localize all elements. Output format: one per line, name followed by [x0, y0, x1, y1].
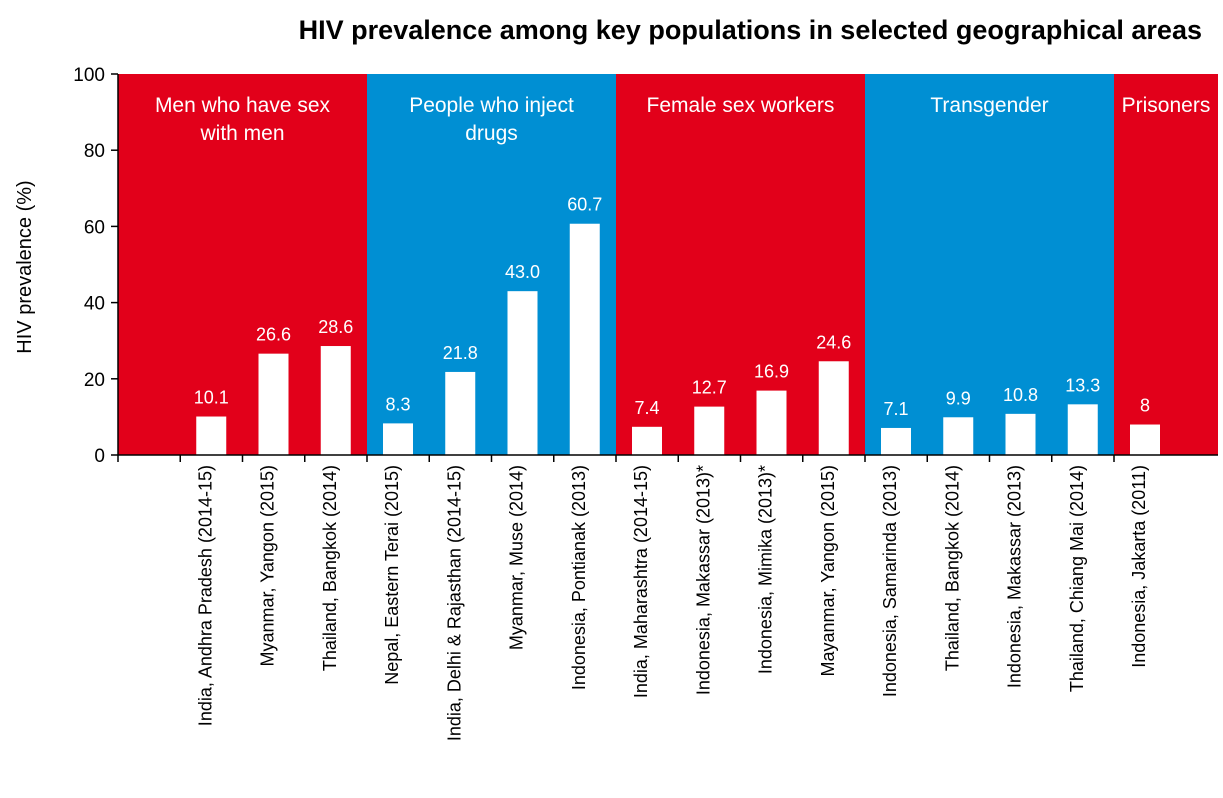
bar: [320, 346, 351, 455]
bar: [818, 361, 849, 455]
axes: 0 20 40 60 80 100 India, Andhra Pradesh (2014-…: [73, 65, 1218, 741]
y-axis-label: HIV prevalence (%): [14, 180, 36, 353]
group-label: Men who have sex: [155, 94, 331, 117]
x-tick-label: Mayanmar, Yangon (2015): [818, 465, 838, 676]
x-tick-label: Thailand, Bangkok (2014): [320, 465, 340, 671]
x-tick-label: Thailand, Chiang Mai (2014): [1067, 465, 1087, 692]
x-tick-label: Thailand, Bangkok (2014): [942, 465, 962, 671]
x-tick-label: Indonesia, Samarinda (2013): [880, 465, 900, 697]
x-tick-label: India, Andhra Pradesh (2014-15): [195, 465, 215, 726]
bar: [1005, 413, 1036, 455]
group-labels: Men who have sex with men People who injec…: [155, 94, 1210, 145]
x-tick-label: Indonesia, Mimika (2013)*: [756, 465, 776, 674]
bar: [1130, 424, 1160, 455]
value-label: 8.3: [385, 394, 410, 414]
value-label: 60.7: [567, 195, 602, 215]
y-tick-label: 80: [84, 141, 105, 162]
bar: [881, 427, 911, 455]
value-label: 7.4: [634, 398, 659, 418]
value-label: 8: [1140, 396, 1150, 416]
bar: [507, 291, 538, 455]
group-panel: [865, 74, 1114, 455]
group-panel: [1114, 74, 1218, 455]
value-label: 13.3: [1065, 375, 1100, 395]
bar: [1067, 404, 1098, 455]
x-tick-label: Myanmar, Yangon (2015): [258, 465, 278, 666]
x-tick-label: India, Delhi & Rajasthan (2014-15): [444, 465, 464, 741]
value-label: 7.1: [883, 399, 908, 419]
x-tick-label: Indonesia, Makassar (2013)*: [693, 465, 713, 695]
y-tick-label: 100: [73, 65, 105, 86]
value-label: 10.8: [1003, 385, 1038, 405]
x-tick-label: Indonesia, Jakarta (2011): [1129, 465, 1149, 668]
bar: [196, 416, 227, 455]
bars: [196, 223, 1160, 455]
y-tick-label: 60: [84, 217, 105, 238]
bar: [258, 353, 289, 455]
x-tick-label: India, Maharashtra (2014-15): [631, 465, 651, 698]
value-label: 43.0: [505, 262, 540, 282]
y-tick-label: 0: [94, 446, 105, 467]
x-tick-label: Myanmar, Muse (2014): [507, 465, 527, 650]
group-label: Female sex workers: [647, 94, 835, 117]
bar: [943, 417, 974, 455]
x-tick-label: Indonesia, Pontianak (2013): [569, 465, 589, 690]
bar: [756, 390, 787, 455]
x-tick-label: Nepal, Eastern Terai (2015): [382, 465, 402, 685]
value-label: 10.1: [194, 388, 229, 408]
group-label: with men: [199, 122, 284, 145]
bar: [632, 426, 662, 455]
group-label: Transgender: [930, 94, 1048, 117]
bar: [383, 423, 413, 455]
group-label: drugs: [465, 122, 518, 145]
value-label: 24.6: [816, 332, 851, 352]
value-label: 26.6: [256, 325, 291, 345]
value-label: 16.9: [754, 362, 789, 382]
value-label: 9.9: [946, 388, 971, 408]
group-label: People who inject: [409, 94, 574, 117]
y-tick-label: 20: [84, 370, 105, 391]
chart-title: HIV prevalence among key populations in …: [299, 15, 1202, 45]
value-label: 12.7: [692, 378, 727, 398]
bar: [569, 223, 600, 455]
value-label: 21.8: [443, 343, 478, 363]
y-tick-label: 40: [84, 294, 105, 315]
value-labels: 10.1 26.6 28.6 8.3 21.8 43.0 60.7 7.4 12.7 16.9 24…: [194, 195, 1150, 419]
x-tick-label: Indonesia, Makassar (2013): [1005, 465, 1025, 688]
value-label: 28.6: [318, 317, 353, 337]
group-label: Prisoners: [1122, 94, 1211, 117]
bar: [694, 406, 725, 455]
bar: [445, 371, 476, 455]
